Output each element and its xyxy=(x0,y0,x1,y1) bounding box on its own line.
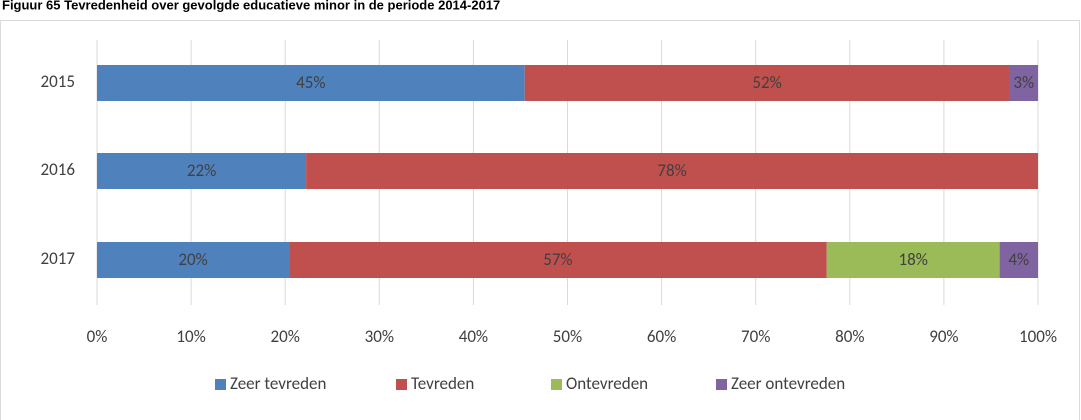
data-label: 18% xyxy=(898,249,927,270)
x-tick-label: 20% xyxy=(271,326,300,347)
data-label: 20% xyxy=(178,249,207,270)
bar-segment xyxy=(999,242,1038,278)
y-tick-label: 2016 xyxy=(41,159,76,180)
legend-swatch xyxy=(551,379,562,390)
chart-title: Figuur 65 Tevredenheid over gevolgde edu… xyxy=(2,0,500,12)
legend-label: Tevreden xyxy=(411,373,474,394)
data-label: 45% xyxy=(296,72,325,93)
bar-segment xyxy=(524,65,1010,101)
x-tick-label: 90% xyxy=(929,326,958,347)
x-tick-label: 0% xyxy=(87,326,108,347)
legend-swatch xyxy=(215,379,226,390)
bar-segment xyxy=(97,242,290,278)
x-tick-label: 50% xyxy=(553,326,582,347)
data-label: 3% xyxy=(1013,72,1034,93)
bar-segment xyxy=(97,153,307,189)
legend-swatch xyxy=(396,379,407,390)
data-label: 52% xyxy=(752,72,781,93)
x-tick-label: 80% xyxy=(835,326,864,347)
data-label: 4% xyxy=(1008,249,1029,270)
y-tick-label: 2017 xyxy=(41,248,76,269)
legend-label: Zeer ontevreden xyxy=(731,373,845,394)
y-tick-label: 2015 xyxy=(41,71,75,92)
data-label: 78% xyxy=(657,160,686,181)
legend-swatch xyxy=(716,379,727,390)
data-label: 22% xyxy=(187,160,216,181)
legend-label: Ontevreden xyxy=(566,373,648,394)
bar-segment xyxy=(1009,65,1038,101)
x-tick-label: 100% xyxy=(1019,326,1057,347)
legend-label: Zeer tevreden xyxy=(230,373,326,394)
x-tick-label: 30% xyxy=(365,326,394,347)
x-tick-label: 40% xyxy=(459,326,488,347)
bar-segment xyxy=(289,242,827,278)
x-tick-label: 70% xyxy=(741,326,770,347)
x-tick-label: 60% xyxy=(647,326,676,347)
data-label: 57% xyxy=(543,249,572,270)
bar-segment xyxy=(97,65,525,101)
bar-segment xyxy=(826,242,1000,278)
x-tick-label: 10% xyxy=(176,326,205,347)
bar-segment xyxy=(306,153,1038,189)
